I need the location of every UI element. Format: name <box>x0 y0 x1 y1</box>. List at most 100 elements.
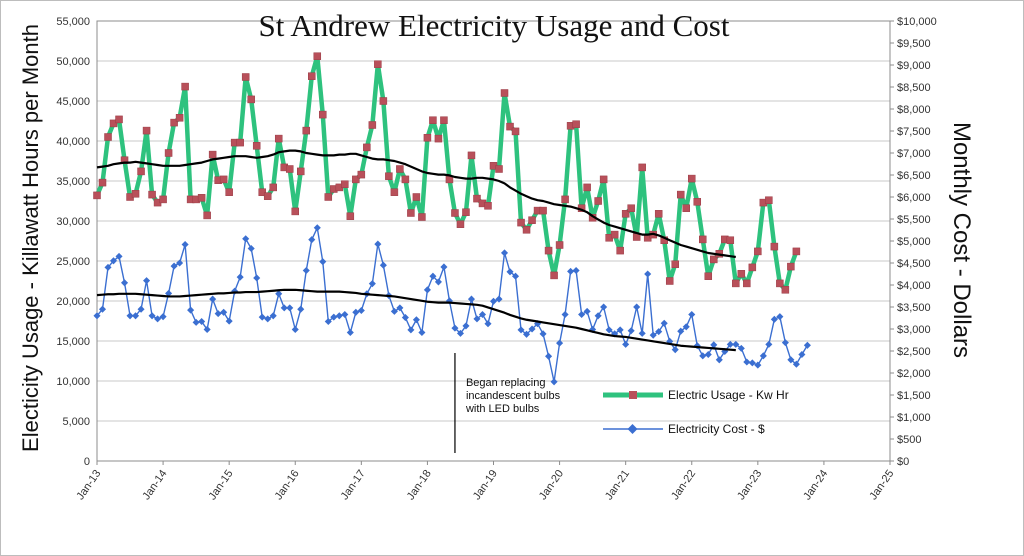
usage-point <box>297 167 305 176</box>
usage-point <box>572 120 580 128</box>
cost-point <box>374 240 382 248</box>
cost-point <box>98 305 107 313</box>
cost-point <box>258 313 266 321</box>
usage-point <box>379 97 388 105</box>
usage-point <box>319 110 327 119</box>
cost-point <box>357 306 365 315</box>
cost-point <box>154 315 162 323</box>
usage-point <box>440 116 448 124</box>
cost-point <box>633 303 641 311</box>
usage-point <box>654 210 663 218</box>
series-layer <box>93 52 811 386</box>
cost-point <box>776 313 784 321</box>
cost-point <box>500 249 509 257</box>
cost-point <box>539 330 547 338</box>
usage-point <box>374 60 382 68</box>
right-axis-ticks: $0 $500 $1,000 $1,500 $2,000 $2,500 $3,000 $3,5… <box>890 16 937 468</box>
usage-point <box>456 220 465 228</box>
cost-point <box>187 306 195 314</box>
y2-tick-label: $4,000 <box>897 280 931 292</box>
cost-point <box>489 297 498 305</box>
cost-point <box>781 339 789 347</box>
cost-point <box>451 324 459 332</box>
cost-point <box>594 312 602 320</box>
cost-point <box>203 325 211 333</box>
cost-point <box>600 303 608 311</box>
cost-point <box>407 326 415 334</box>
cost-point <box>583 307 591 315</box>
cost-point <box>473 315 481 323</box>
y-tick-label: 20,000 <box>56 296 90 308</box>
y2-tick-label: $9,500 <box>897 38 931 50</box>
y-tick-label: 25,000 <box>56 256 90 268</box>
cost-point <box>390 307 398 315</box>
usage-point <box>627 204 635 212</box>
usage-point <box>175 114 184 122</box>
usage-point <box>313 52 322 60</box>
usage-point <box>252 142 261 150</box>
cost-point <box>511 272 520 280</box>
y2-tick-label: $500 <box>897 434 921 446</box>
usage-point <box>792 247 801 256</box>
cost-point <box>803 341 811 349</box>
y2-tick-label: $8,000 <box>897 104 931 116</box>
usage-point <box>142 126 151 135</box>
legend-usage-marker <box>629 391 637 399</box>
cost-point <box>726 340 734 348</box>
usage-point <box>418 213 426 221</box>
cost-point <box>143 277 151 285</box>
usage-point <box>197 194 206 202</box>
legend-item-cost: Electricity Cost - $ <box>603 422 765 436</box>
y2-tick-label: $3,000 <box>897 324 931 336</box>
usage-point <box>109 119 118 128</box>
cost-point <box>346 328 354 337</box>
usage-point <box>159 195 167 204</box>
cost-point <box>176 259 184 267</box>
cost-point <box>671 346 679 354</box>
usage-point <box>451 209 459 217</box>
y2-tick-label: $2,500 <box>897 346 931 358</box>
cost-point <box>170 262 178 270</box>
usage-point <box>308 72 316 80</box>
usage-point <box>787 262 795 271</box>
usage-point <box>269 183 277 192</box>
cost-point <box>225 317 233 325</box>
cost-point <box>319 258 327 266</box>
usage-point <box>770 242 779 251</box>
usage-point <box>671 260 679 268</box>
y2-tick-label: $9,000 <box>897 60 931 72</box>
cost-point <box>682 323 690 331</box>
usage-point <box>368 121 377 129</box>
cost-point <box>264 315 272 323</box>
usage-point <box>352 175 360 184</box>
cost-point <box>126 312 134 320</box>
usage-point <box>181 82 189 91</box>
y-tick-label: 55,000 <box>56 16 90 28</box>
y-axis-title: Electicity Usage - Killawatt Hours per M… <box>18 24 43 452</box>
cost-point <box>434 278 442 286</box>
usage-point <box>676 190 685 199</box>
cost-point <box>627 327 635 335</box>
cost-point <box>677 327 685 335</box>
cost-point <box>572 266 580 275</box>
y2-tick-label: $2,000 <box>897 368 931 380</box>
cost-trend-line <box>96 288 736 352</box>
cost-point <box>236 273 244 281</box>
cost-point <box>247 244 255 253</box>
cost-point <box>297 305 305 313</box>
cost-point <box>605 326 613 334</box>
legend-usage-label: Electric Usage - Kw Hr <box>668 388 789 402</box>
usage-point <box>500 89 509 97</box>
usage-point <box>274 134 283 143</box>
y2-axis-title: Monthly Cost - Dollars <box>948 122 975 358</box>
cost-point <box>440 263 448 271</box>
usage-point <box>539 206 547 215</box>
cost-point <box>165 289 173 297</box>
usage-point <box>484 202 492 210</box>
usage-point <box>765 196 773 204</box>
y-tick-label: 50,000 <box>56 56 90 68</box>
cost-point <box>528 325 536 333</box>
cost-point <box>429 272 437 280</box>
cost-point <box>115 252 123 260</box>
cost-point <box>181 240 189 249</box>
